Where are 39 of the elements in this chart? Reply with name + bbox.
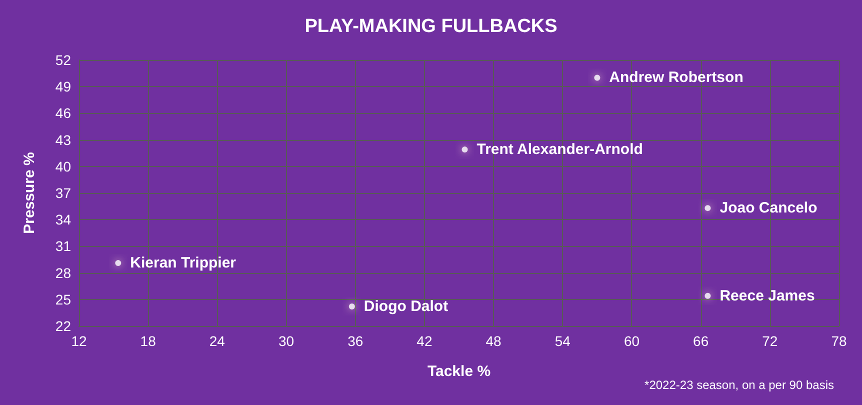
y-tick-label: 28 — [55, 264, 72, 281]
y-tick-label: 49 — [55, 78, 72, 95]
x-axis-title: Tackle % — [427, 363, 491, 380]
text: *2022-23 season, on a per 90 basis — [644, 378, 834, 392]
x-tick-label: 30 — [278, 333, 294, 349]
y-tick-label: 34 — [55, 212, 72, 228]
point — [462, 146, 468, 153]
y-tick-label: 37 — [55, 185, 72, 201]
annotation: Trent Alexander-Arnold — [476, 141, 643, 158]
x-tick-label: 24 — [209, 333, 226, 349]
point — [704, 292, 711, 299]
point — [704, 205, 711, 212]
y-tick-label: 40 — [55, 158, 72, 174]
y-tick-label: 43 — [55, 132, 72, 148]
annotation: Reece James — [720, 287, 815, 304]
chart-title: PLAY-MAKING FULLBACKS — [304, 16, 558, 37]
y-tick-label: 25 — [55, 291, 72, 308]
y-tick-label: 22 — [55, 318, 72, 334]
x-tick-label: 54 — [554, 333, 571, 349]
y-axis-title: Pressure % — [21, 152, 38, 234]
x-tick-label: 36 — [348, 333, 364, 349]
point — [115, 260, 122, 266]
x-tick-label: 48 — [486, 333, 502, 349]
x-tick-label: 72 — [762, 333, 778, 349]
x-tick-label: 18 — [140, 333, 156, 349]
y-tick-label: 52 — [55, 52, 72, 68]
x-tick-label: 12 — [71, 333, 87, 349]
x-tick-label: 60 — [624, 333, 640, 349]
x-tick-label: 78 — [831, 333, 847, 349]
annotation: Andrew Robertson — [609, 69, 744, 86]
y-tick-label: 46 — [55, 105, 72, 122]
annotation: Joao Cancelo — [720, 200, 818, 217]
annotation: Diogo Dalot — [364, 298, 448, 315]
point — [594, 74, 600, 81]
annotation: Kieran Trippier — [130, 254, 236, 272]
point — [348, 303, 355, 310]
x-tick-label: 66 — [693, 333, 709, 349]
x-tick-label: 42 — [416, 333, 432, 349]
y-tick-label: 31 — [55, 238, 72, 254]
